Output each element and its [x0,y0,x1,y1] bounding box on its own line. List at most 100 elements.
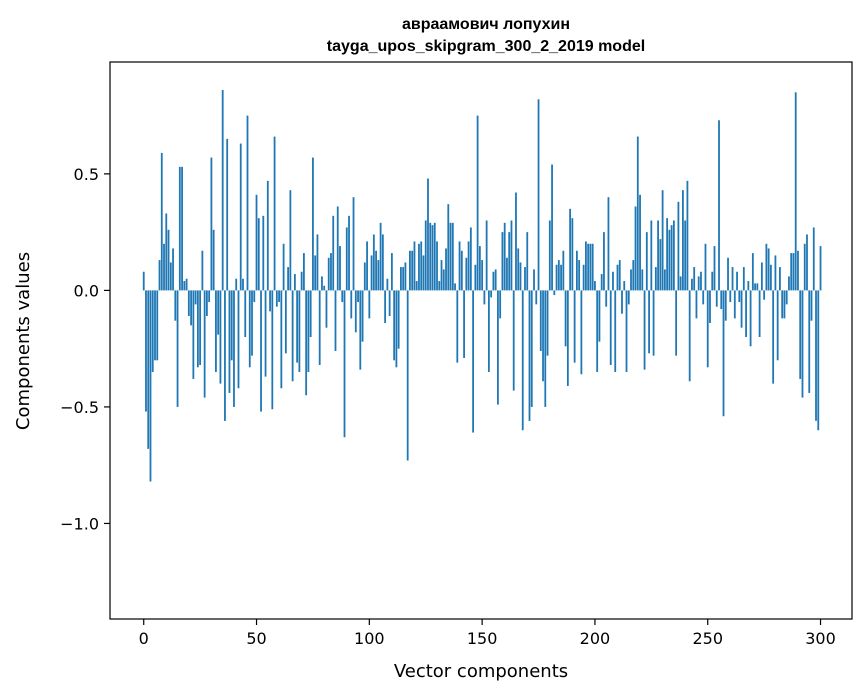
bar-252 [711,271,714,291]
bar-23 [194,290,197,305]
bar-229 [659,239,662,291]
bar-64 [287,267,290,291]
bar-3 [149,290,152,482]
bar-274 [760,262,763,291]
x-axis-ticks: 0 50 100 150 200 250 300 [139,619,836,648]
bar-119 [411,250,414,291]
bar-108 [386,278,389,291]
bar-196 [585,241,587,291]
bar-132 [440,260,443,291]
bar-69 [298,290,301,372]
bar-278 [769,264,772,291]
bar-168 [521,290,524,431]
bar-46 [246,115,249,291]
bar-65 [289,190,292,291]
bar-53 [262,215,265,291]
bar-30 [210,157,213,291]
bar-153 [487,290,490,372]
bar-222 [643,290,646,370]
bar-223 [645,232,648,291]
bar-61 [280,290,283,389]
bar-6 [156,290,159,361]
bar-series [142,89,822,482]
bar-221 [641,269,644,291]
bar-226 [652,290,655,356]
bar-244 [693,267,696,291]
bar-177 [542,290,544,382]
bar-251 [709,290,711,324]
x-tick-label-150: 150 [467,629,498,648]
bar-276 [765,243,768,291]
bar-41 [235,278,238,291]
bar-205 [605,290,608,307]
bar-176 [539,290,542,351]
bar-81 [325,290,328,328]
bar-292 [801,290,804,398]
bar-171 [528,290,531,421]
bar-175 [537,99,540,291]
bar-242 [688,290,691,382]
bar-67 [293,274,296,291]
bar-204 [603,232,605,291]
bar-92 [350,290,353,319]
bar-218 [634,206,637,291]
bar-296 [810,290,813,321]
bar-106 [381,234,384,291]
bar-147 [474,264,477,291]
bar-249 [704,243,707,291]
bar-280 [774,255,777,291]
bar-293 [803,243,806,291]
bar-25 [199,290,202,365]
x-tick-label-300: 300 [805,629,836,648]
bar-225 [650,220,653,291]
bar-93 [352,197,355,291]
bar-35 [221,89,224,291]
bar-151 [483,290,486,305]
bar-234 [670,225,673,291]
bar-110 [390,253,393,291]
bar-145 [469,227,472,291]
bar-287 [790,253,793,291]
bar-169 [524,267,526,291]
bar-79 [321,276,323,291]
bar-125 [424,220,427,291]
bar-103 [375,250,377,291]
bar-152 [485,220,488,291]
plot-area-frame [109,61,853,620]
bar-187 [564,290,567,347]
bar-181 [551,164,553,291]
bar-114 [400,267,402,291]
y-axis-label: Components values [13,252,34,430]
bar-165 [515,192,517,291]
bar-172 [530,290,533,407]
bar-98 [363,262,366,291]
bar-247 [700,271,702,291]
bar-73 [307,290,310,372]
bar-188 [566,290,569,386]
bar-87 [339,246,341,291]
bar-60 [278,290,280,303]
bar-183 [555,264,558,291]
bar-120 [413,241,416,291]
bar-186 [562,250,565,291]
bar-5 [154,290,156,361]
bar-160 [503,222,506,291]
bar-281 [776,290,779,361]
bar-88 [341,290,344,303]
bar-300 [819,246,822,291]
bar-28 [205,290,208,317]
bar-95 [357,290,359,303]
bar-235 [672,220,675,291]
bar-299 [817,290,820,431]
y-tick-label-3: −1.0 [60,514,99,533]
bar-162 [508,232,511,291]
bar-180 [548,220,551,291]
bar-285 [785,290,788,305]
bar-135 [447,204,450,291]
bar-239 [682,190,684,291]
bar-282 [779,267,781,291]
bar-20 [187,290,190,317]
bar-254 [715,290,718,307]
bar-63 [284,290,287,354]
bar-12 [169,262,172,291]
